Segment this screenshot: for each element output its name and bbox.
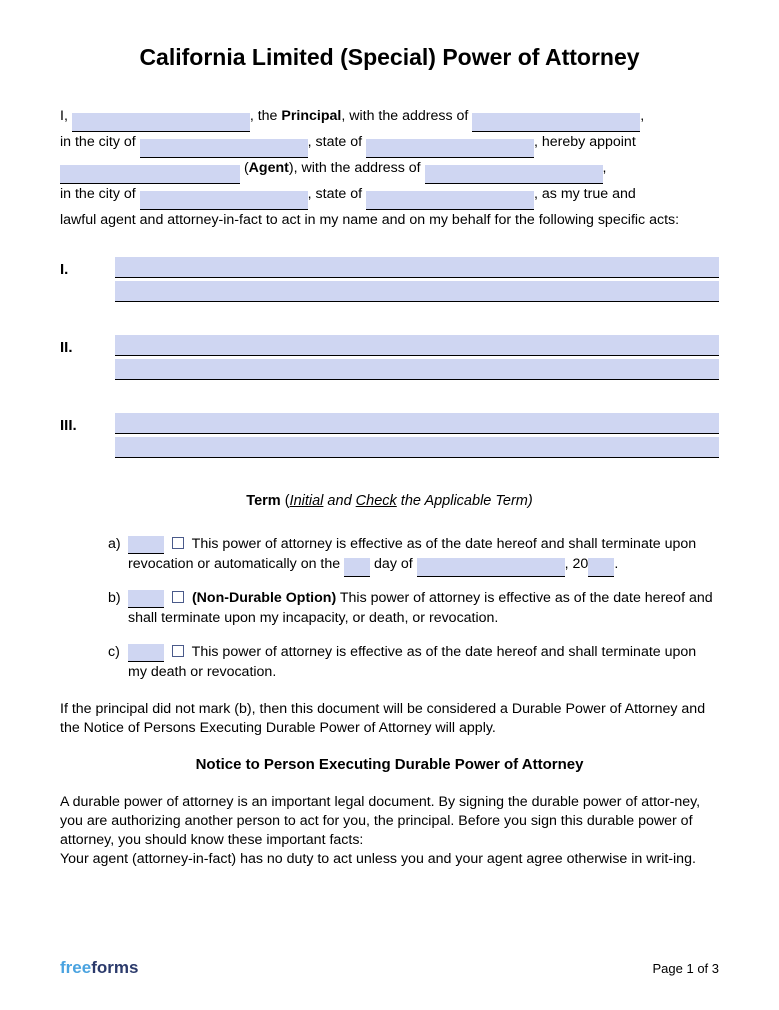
logo-part1: free [60, 958, 91, 977]
text: , [640, 108, 644, 124]
principal-label: Principal [281, 108, 341, 124]
option-a-initial-field[interactable] [128, 536, 164, 554]
text: and [323, 493, 355, 509]
act-2-line-1[interactable] [115, 335, 719, 356]
non-durable-label: (Non-Durable Option) [192, 590, 336, 606]
notice-line-2: Your agent (attorney-in-fact) has no dut… [60, 851, 696, 867]
term-heading: Term (Initial and Check the Applicable T… [60, 491, 719, 513]
text: I, [60, 108, 68, 124]
agent-address-field[interactable] [425, 165, 603, 184]
notice-line-1: A durable power of attorney is an import… [60, 794, 700, 848]
principal-city-field[interactable] [140, 139, 308, 158]
page-title: California Limited (Special) Power of At… [60, 40, 719, 75]
text: , [603, 160, 607, 176]
roman-2: II. [60, 335, 115, 360]
text: , as my true and [534, 186, 636, 202]
term-check: Check [356, 493, 397, 509]
agent-city-field[interactable] [140, 191, 308, 210]
agent-state-field[interactable] [366, 191, 534, 210]
act-2-line-2[interactable] [115, 359, 719, 380]
act-2-row: II. [60, 335, 719, 383]
text: , state of [308, 186, 366, 202]
text: , with the address of [341, 108, 472, 124]
notice-text: A durable power of attorney is an import… [60, 793, 719, 869]
option-b: b) (Non-Durable Option) This power of at… [108, 588, 719, 628]
act-3-line-1[interactable] [115, 413, 719, 434]
text: in the city of [60, 186, 140, 202]
text: day of [370, 556, 417, 572]
logo-part2: forms [91, 958, 138, 977]
durable-note: If the principal did not mark (b), then … [60, 700, 719, 738]
option-b-label: b) [108, 588, 128, 628]
agent-name-field[interactable] [60, 165, 240, 184]
year-field[interactable] [588, 558, 614, 577]
act-3-row: III. [60, 413, 719, 461]
day-field[interactable] [344, 558, 370, 577]
option-b-initial-field[interactable] [128, 590, 164, 608]
text: , state of [308, 134, 366, 150]
text: the Applicable Term) [397, 493, 533, 509]
act-1-line-2[interactable] [115, 281, 719, 302]
text: , hereby appoint [534, 134, 636, 150]
option-a-label: a) [108, 534, 128, 574]
text: This power of attorney is effective as o… [128, 644, 696, 680]
option-c: c) This power of attorney is effective a… [108, 642, 719, 682]
act-3-line-2[interactable] [115, 437, 719, 458]
roman-1: I. [60, 257, 115, 282]
act-1-line-1[interactable] [115, 257, 719, 278]
option-c-initial-field[interactable] [128, 644, 164, 662]
act-1-row: I. [60, 257, 719, 305]
text: ( [281, 493, 290, 509]
principal-address-field[interactable] [472, 113, 640, 132]
notice-heading: Notice to Person Executing Durable Power… [60, 754, 719, 777]
option-b-checkbox[interactable] [172, 591, 184, 603]
term-bold: Term [246, 493, 280, 509]
option-c-label: c) [108, 642, 128, 682]
page-number: Page 1 of 3 [653, 959, 720, 979]
text: lawful agent and attorney-in-fact to act… [60, 212, 679, 228]
text: in the city of [60, 134, 140, 150]
text: , the [250, 108, 282, 124]
text: , 20 [565, 556, 589, 572]
text: . [614, 556, 618, 572]
option-c-checkbox[interactable] [172, 645, 184, 657]
roman-3: III. [60, 413, 115, 438]
principal-name-field[interactable] [72, 113, 250, 132]
term-initial: Initial [290, 493, 324, 509]
freeforms-logo: freeforms [60, 955, 138, 981]
text: ( [240, 160, 249, 176]
intro-paragraph: I, , the Principal, with the address of … [60, 103, 719, 233]
option-a: a) This power of attorney is effective a… [108, 534, 719, 574]
principal-state-field[interactable] [366, 139, 534, 158]
month-field[interactable] [417, 558, 565, 577]
text: ), with the address of [289, 160, 425, 176]
agent-label: Agent [249, 160, 289, 176]
option-a-checkbox[interactable] [172, 537, 184, 549]
